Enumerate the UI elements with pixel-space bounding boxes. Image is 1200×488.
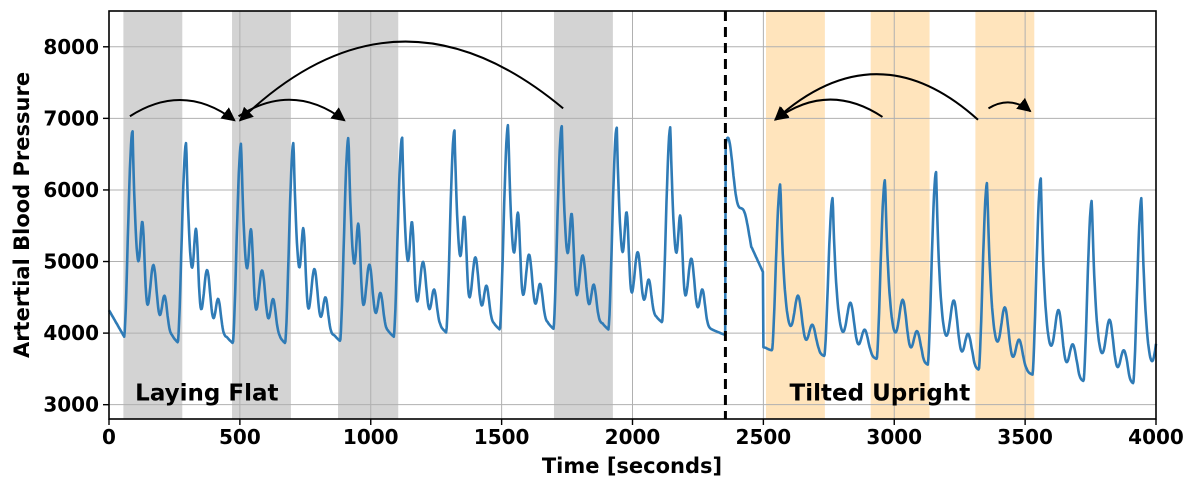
laying-flat-region-4 xyxy=(553,11,613,419)
y-tick-label: 3000 xyxy=(43,393,99,417)
x-tick-label: 0 xyxy=(102,425,116,449)
blood-pressure-line xyxy=(107,123,1158,385)
annotations-layer: Laying Flat Tilted Upright xyxy=(135,381,970,407)
x-tick-label: 3500 xyxy=(997,425,1053,449)
x-tick-label: 4000 xyxy=(1128,425,1184,449)
shaded-regions xyxy=(123,11,1035,419)
comparison-arrow-6 xyxy=(987,97,1032,113)
laying-flat-annotation: Laying Flat xyxy=(135,381,278,407)
y-tick-label: 5000 xyxy=(43,250,99,274)
comparison-arrow-1 xyxy=(129,99,236,122)
y-axis-label: Artertial Blood Pressure xyxy=(10,72,34,358)
x-tick-label: 1500 xyxy=(474,425,530,449)
arrows-layer xyxy=(129,40,1032,122)
y-tick-label: 7000 xyxy=(43,106,99,130)
plot-frame xyxy=(108,10,1157,420)
tilted-upright-region-2 xyxy=(870,11,930,419)
series-layer xyxy=(107,123,1158,385)
y-tick-label: 8000 xyxy=(43,35,99,59)
laying-flat-region-2 xyxy=(232,11,291,419)
x-tick-label: 1000 xyxy=(343,425,399,449)
comparison-arrow-3 xyxy=(238,40,564,122)
laying-flat-region-3 xyxy=(338,11,399,419)
tilted-upright-region-1 xyxy=(765,11,825,419)
comparison-arrow-5 xyxy=(774,73,979,121)
tilted-upright-annotation: Tilted Upright xyxy=(790,381,971,407)
y-tick-label: 4000 xyxy=(43,321,99,345)
x-tick-label: 2000 xyxy=(605,425,661,449)
laying-flat-region-1 xyxy=(123,11,183,419)
x-tick-label: 3000 xyxy=(866,425,922,449)
x-tick-label: 2500 xyxy=(736,425,792,449)
y-tick-label: 6000 xyxy=(43,178,99,202)
x-tick-label: 500 xyxy=(219,425,261,449)
x-axis-label: Time [seconds] xyxy=(542,454,722,478)
tick-labels: 0 500 1000 1500 2000 2500 3000 3500 4000 3000 4000… xyxy=(43,35,1184,449)
